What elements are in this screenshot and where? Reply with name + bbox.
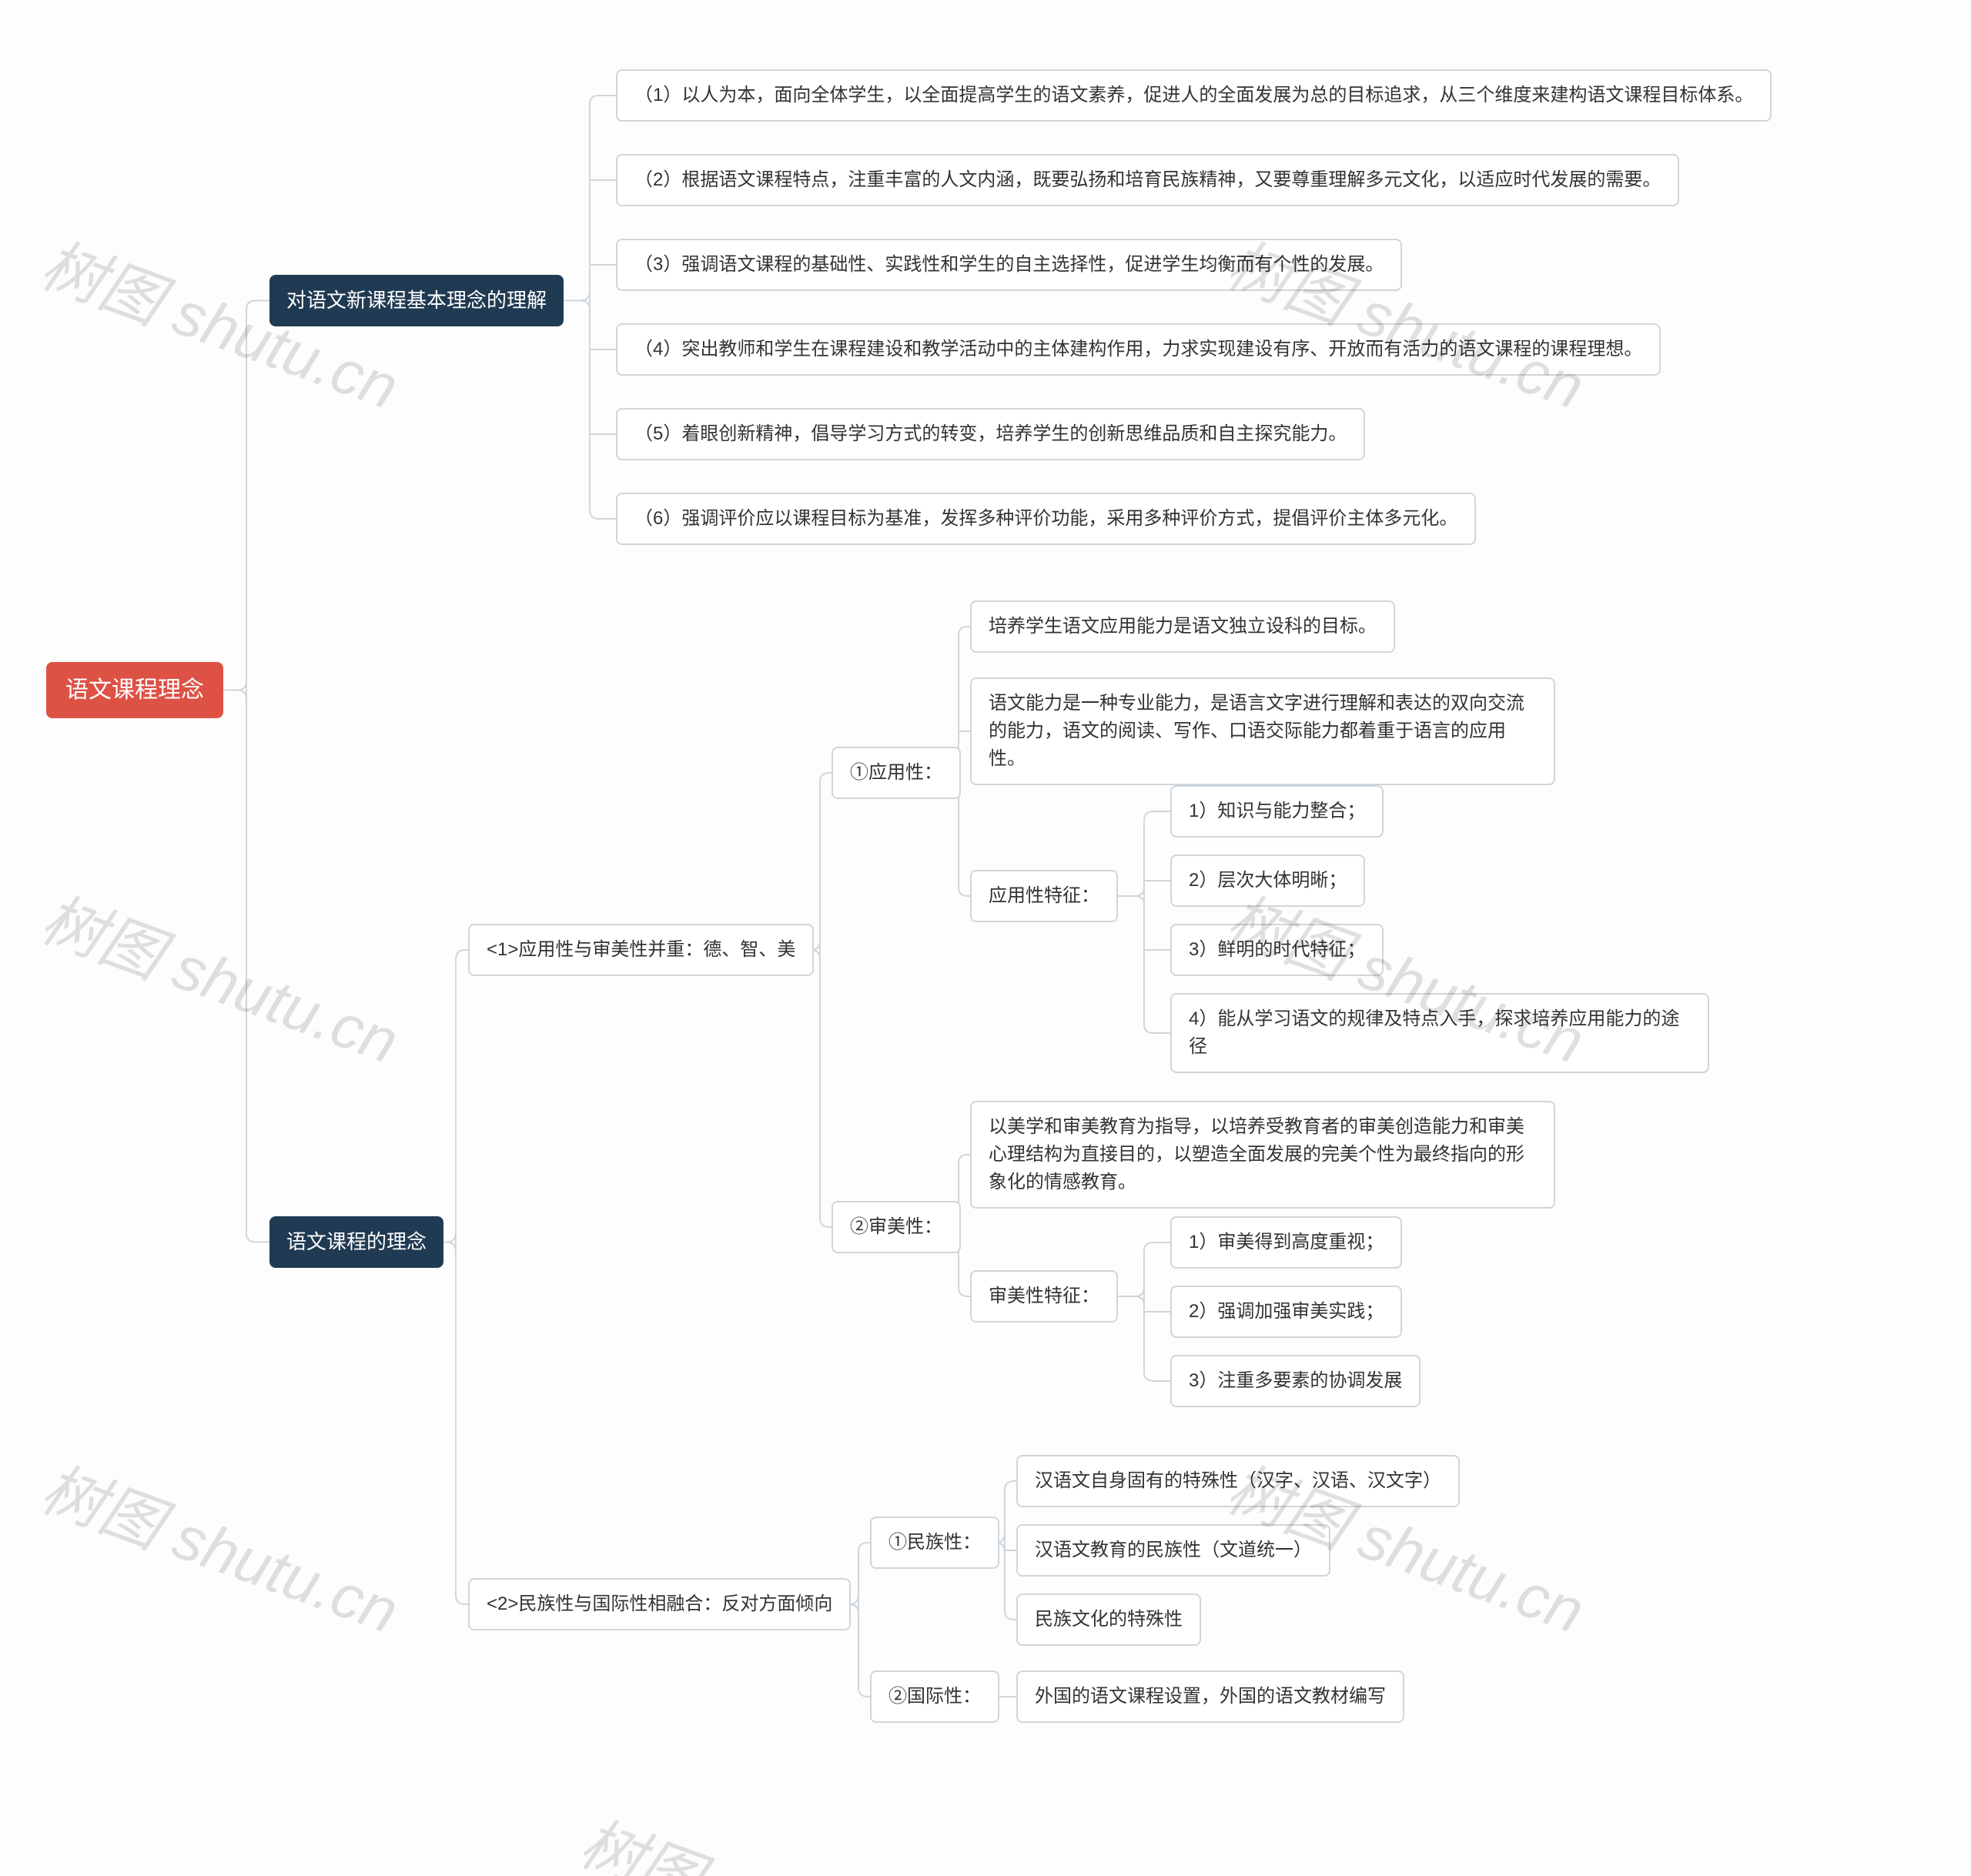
connector <box>581 292 590 301</box>
branch-node-b2[interactable]: 语文课程的理念 <box>269 1216 443 1268</box>
connector <box>1135 887 1144 896</box>
connector <box>456 1595 468 1604</box>
connector <box>1135 1296 1144 1306</box>
leaf-node[interactable]: 语文能力是一种专业能力，是语言文字进行理解和表达的双向交流的能力，语文的阅读、写… <box>970 677 1555 785</box>
connector <box>820 773 832 782</box>
connector <box>959 1155 970 1164</box>
leaf-node[interactable]: ②审美性： <box>832 1201 961 1253</box>
leaf-node[interactable]: 汉语文自身固有的特殊性（汉字、汉语、汉文字） <box>1016 1455 1460 1507</box>
leaf-node[interactable]: ②国际性： <box>870 1670 999 1723</box>
leaf-node[interactable]: （6）强调评价应以课程目标为基准，发挥多种评价功能，采用多种评价方式，提倡评价主… <box>616 493 1476 545</box>
leaf-node[interactable]: ①应用性： <box>832 747 961 799</box>
watermark: 树图 shutu.cn <box>570 1794 951 1876</box>
connector <box>590 95 616 105</box>
mindmap-canvas: 语文课程理念 对语文新课程基本理念的理解 （1）以人为本，面向全体学生，以全面提… <box>0 0 1971 1876</box>
connector <box>246 1233 269 1242</box>
leaf-node[interactable]: 民族文化的特殊性 <box>1016 1593 1201 1646</box>
connector <box>447 1242 456 1252</box>
connector <box>858 1543 870 1552</box>
connector <box>1144 1242 1170 1252</box>
leaf-node[interactable]: （2）根据语文课程特点，注重丰富的人文内涵，既要弘扬和培育民族精神，又要尊重理解… <box>616 154 1679 206</box>
leaf-node[interactable]: 应用性特征： <box>970 870 1118 922</box>
connector <box>1135 896 1144 905</box>
connector <box>237 681 246 691</box>
watermark: 树图 shutu.cn <box>31 870 412 1082</box>
leaf-node[interactable]: 以美学和审美教育为指导，以培养受教育者的审美创造能力和审美心理结构为直接目的，以… <box>970 1101 1555 1209</box>
leaf-node[interactable]: （1）以人为本，面向全体学生，以全面提高学生的语文素养，促进人的全面发展为总的目… <box>616 69 1772 122</box>
leaf-node[interactable]: 1）审美得到高度重视； <box>1170 1216 1402 1269</box>
leaf-node[interactable]: （3）强调语文课程的基础性、实践性和学生的自主选择性，促进学生均衡而有个性的发展… <box>616 239 1402 291</box>
leaf-node[interactable]: （5）着眼创新精神，倡导学习方式的转变，培养学生的创新思维品质和自主探究能力。 <box>616 408 1365 460</box>
connector <box>246 301 269 310</box>
connector <box>456 950 468 959</box>
connector <box>1144 1372 1170 1381</box>
connector <box>1135 1287 1144 1296</box>
leaf-node[interactable]: （4）突出教师和学生在课程建设和教学活动中的主体建构作用，力求实现建设有序、开放… <box>616 323 1661 376</box>
connector <box>581 301 590 310</box>
leaf-node[interactable]: 3）注重多要素的协调发展 <box>1170 1355 1421 1407</box>
leaf-node[interactable]: 培养学生语文应用能力是语文独立设科的目标。 <box>970 600 1395 653</box>
leaf-node[interactable]: <2>民族性与国际性相融合：反对方面倾向 <box>468 1578 851 1630</box>
connector <box>1144 1024 1170 1033</box>
leaf-node[interactable]: 审美性特征： <box>970 1270 1118 1323</box>
leaf-node[interactable]: 外国的语文课程设置，外国的语文教材编写 <box>1016 1670 1404 1723</box>
leaf-node[interactable]: 3）鲜明的时代特征； <box>1170 924 1384 976</box>
connector <box>1005 1610 1016 1620</box>
watermark: 树图 shutu.cn <box>31 1440 412 1651</box>
connector <box>959 627 970 636</box>
leaf-node[interactable]: 2）层次大体明晰； <box>1170 854 1365 907</box>
leaf-node[interactable]: ①民族性： <box>870 1517 999 1569</box>
leaf-node[interactable]: 1）知识与能力整合； <box>1170 785 1384 838</box>
leaf-node[interactable]: 2）强调加强审美实践； <box>1170 1286 1402 1338</box>
connector <box>1005 1481 1016 1490</box>
leaf-node[interactable]: <1>应用性与审美性并重：德、智、美 <box>468 924 814 976</box>
branch-node-b1[interactable]: 对语文新课程基本理念的理解 <box>269 275 564 326</box>
leaf-node[interactable]: 4）能从学习语文的规律及特点入手，探求培养应用能力的途径 <box>1170 993 1709 1073</box>
leaf-node[interactable]: 汉语文教育的民族性（文道统一） <box>1016 1524 1330 1577</box>
root-node[interactable]: 语文课程理念 <box>46 662 223 718</box>
connector <box>820 1218 832 1227</box>
connector <box>959 1287 970 1296</box>
connector <box>858 1687 870 1697</box>
connector <box>959 887 970 896</box>
connector <box>590 510 616 519</box>
connector <box>237 691 246 700</box>
connector <box>447 1233 456 1242</box>
connector <box>1144 811 1170 821</box>
